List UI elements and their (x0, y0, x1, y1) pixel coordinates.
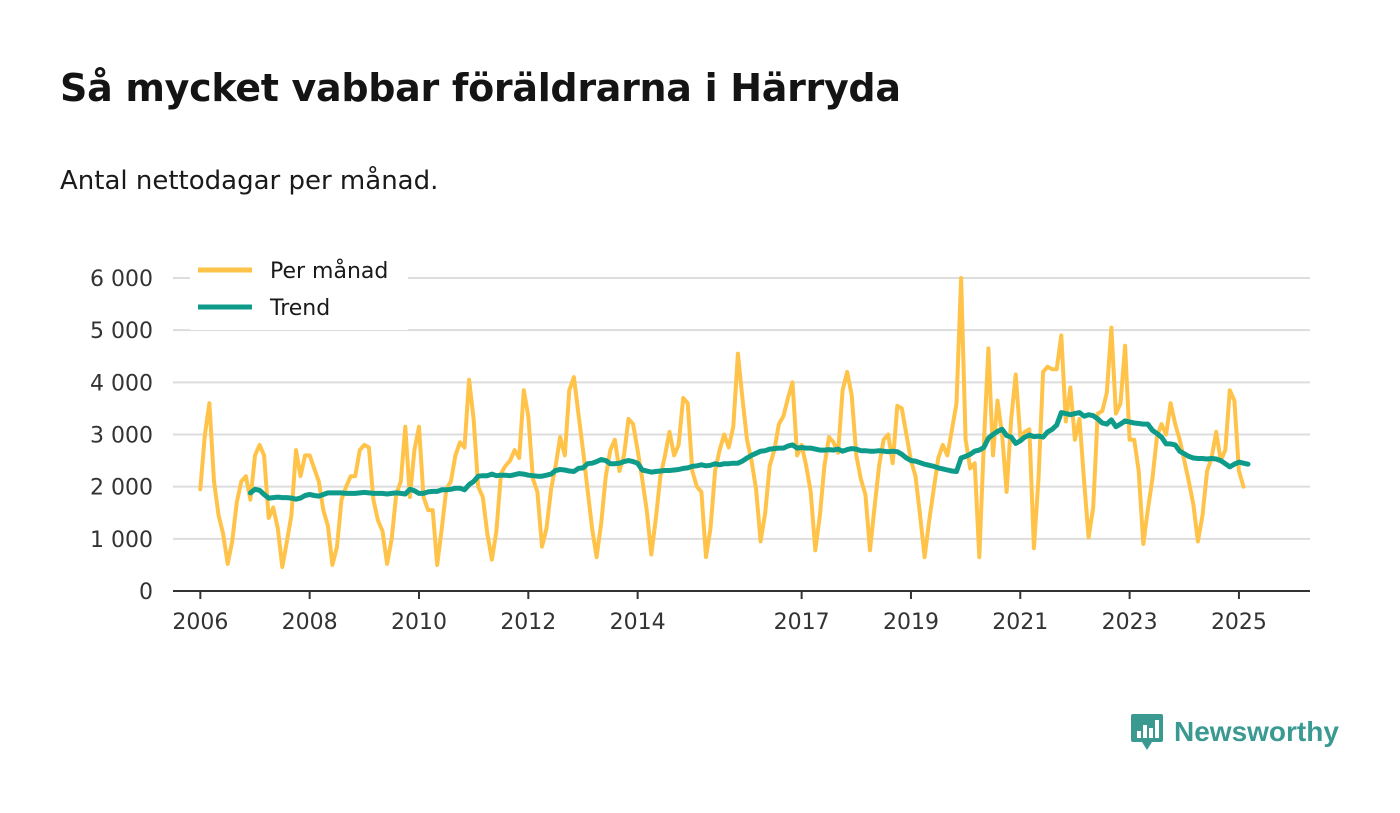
x-tick-label: 2025 (1211, 610, 1267, 635)
legend-label-trend: Trend (269, 296, 330, 321)
y-tick-label: 5 000 (90, 319, 153, 344)
series-line-per-manad (198, 276, 1246, 569)
chart-subtitle: Antal nettodagar per månad. (60, 166, 439, 196)
y-tick-label: 6 000 (90, 267, 153, 292)
x-tick-label: 2014 (610, 610, 666, 635)
axes: 0 1 000 2 000 3 000 4 000 5 000 6 000 2006 2008 2… (90, 267, 1310, 635)
y-tick-label: 4 000 (90, 371, 153, 396)
x-tick-label: 2019 (883, 610, 939, 635)
series-lines (198, 276, 1251, 569)
chart-title: Så mycket vabbar föräldrarna i Härryda (60, 66, 901, 110)
legend-background (190, 252, 408, 330)
y-tick-label: 2 000 (90, 476, 153, 501)
y-tick-label: 3 000 (90, 424, 153, 449)
x-tick-label: 2006 (172, 610, 228, 635)
x-tick-label: 2010 (391, 610, 447, 635)
legend-label-per-manad: Per månad (270, 258, 388, 284)
newsworthy-brand[interactable]: Newsworthy (1130, 712, 1339, 752)
series-line-trend (247, 410, 1251, 502)
x-tick-label: 2023 (1102, 610, 1158, 635)
y-tick-label: 1 000 (90, 528, 153, 553)
x-tick-label: 2012 (500, 610, 556, 635)
x-tick-label: 2017 (774, 610, 830, 635)
legend: Per månad Trend (190, 252, 408, 330)
x-tick-label: 2021 (992, 610, 1048, 635)
newsworthy-logo-icon (1131, 714, 1163, 750)
x-tick-label: 2008 (282, 610, 338, 635)
y-tick-label: 0 (139, 580, 153, 605)
brand-name: Newsworthy (1174, 716, 1339, 747)
